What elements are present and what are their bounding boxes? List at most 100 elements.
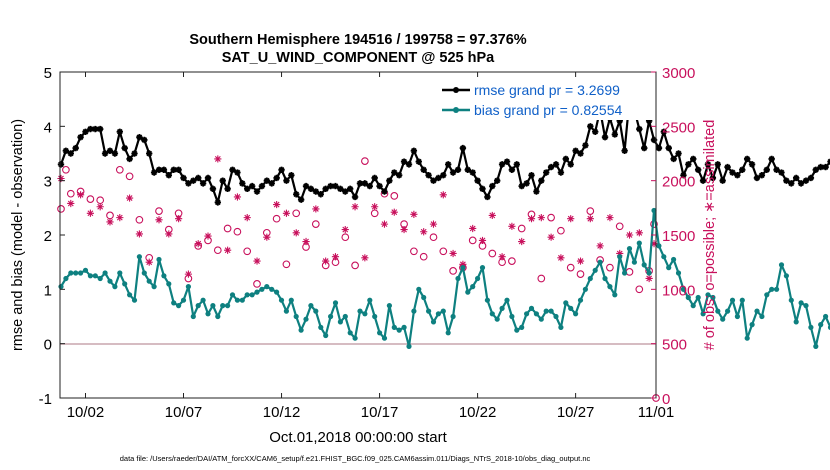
obs-possible-point: [311, 220, 320, 228]
rmse-point: [101, 150, 109, 157]
obs-assimilated-point: [116, 214, 124, 222]
bias-point: [308, 303, 314, 309]
obs-possible-point: [292, 209, 301, 218]
bias-point: [328, 313, 334, 320]
rmse-point: [572, 147, 579, 154]
x-tick-label: 10/27: [557, 404, 595, 421]
bias-point: [426, 308, 432, 314]
obs-assimilated-point: [650, 240, 658, 248]
bias-point: [136, 254, 142, 260]
obs-assimilated-point: [76, 191, 85, 199]
rmse-point: [778, 169, 785, 176]
bias-point: [553, 313, 559, 320]
rmse-point: [582, 142, 589, 149]
bias-point: [117, 270, 123, 276]
bias-point: [411, 308, 417, 314]
rmse-point: [72, 144, 79, 152]
bias-point: [190, 313, 196, 320]
bias-point: [156, 256, 162, 263]
bias-point: [278, 297, 285, 303]
y-tick-label-left: 4: [44, 119, 52, 136]
rmse-point: [543, 169, 550, 176]
obs-possible-point: [272, 214, 281, 223]
bias-point: [778, 262, 785, 268]
x-tick-label: 10/17: [361, 404, 399, 421]
rmse-point: [351, 193, 359, 201]
rmse-point: [665, 144, 672, 152]
obs-assimilated-point: [400, 225, 408, 234]
bias-point: [783, 273, 790, 279]
obs-assimilated-point: [57, 174, 65, 183]
rmse-point: [62, 147, 70, 154]
bias-point: [602, 275, 608, 282]
obs-assimilated-point: [459, 260, 467, 268]
rmse-point: [111, 150, 119, 157]
rmse-point: [263, 177, 271, 184]
bias-point: [92, 273, 98, 279]
bias-point: [479, 265, 486, 271]
rmse-point: [425, 172, 432, 179]
obs-assimilated-point: [567, 215, 575, 223]
obs-possible-point: [410, 247, 418, 256]
rmse-point: [714, 161, 721, 168]
rmse-point: [743, 155, 751, 163]
obs-assimilated-point: [410, 210, 418, 218]
obs-possible-point: [547, 213, 555, 222]
rmse-point: [812, 166, 819, 173]
obs-possible-point: [213, 246, 222, 255]
obs-assimilated-point: [282, 209, 291, 217]
bias-point: [533, 311, 540, 317]
y-tick-label-left: -1: [39, 391, 52, 408]
bias-point: [685, 294, 691, 301]
bias-point: [122, 281, 128, 287]
bias-point: [357, 308, 363, 314]
obs-assimilated-point: [243, 214, 251, 222]
rmse-point: [126, 155, 133, 163]
obs-possible-point: [86, 195, 95, 203]
rmse-point: [150, 169, 158, 176]
obs-possible-point: [557, 226, 565, 235]
rmse-point: [141, 136, 148, 144]
bias-point: [563, 300, 569, 306]
obs-possible-point: [615, 222, 624, 231]
obs-assimilated-point: [498, 253, 506, 261]
bias-point: [337, 319, 343, 325]
rmse-point: [297, 196, 305, 203]
rmse-point: [376, 182, 383, 190]
bias-point: [151, 284, 157, 290]
bias-point: [646, 270, 652, 276]
rmse-point: [503, 158, 511, 165]
bias-point: [489, 311, 495, 317]
bias-point: [475, 275, 481, 282]
bias-point: [573, 311, 579, 317]
rmse-point: [175, 166, 182, 173]
obs-assimilated-point: [429, 220, 438, 228]
rmse-point: [739, 166, 746, 173]
bias-point: [141, 270, 147, 276]
rmse-point: [293, 191, 300, 198]
rmse-point: [567, 161, 574, 168]
obs-assimilated-point: [508, 222, 516, 230]
rmse-point: [694, 166, 702, 173]
bias-point: [82, 267, 89, 273]
obs-assimilated-point: [175, 215, 183, 223]
bias-point: [283, 308, 289, 314]
y-tick-label-right: 2500: [662, 119, 695, 136]
rmse-point: [454, 166, 462, 173]
rmse-point: [601, 134, 609, 141]
obs-assimilated-point: [214, 155, 222, 163]
y-tick-label-right: 500: [662, 337, 687, 354]
bias-point: [298, 327, 304, 333]
obs-assimilated-point: [469, 224, 477, 233]
rmse-point: [464, 166, 471, 173]
bias-point: [244, 292, 250, 298]
obs-assimilated-point: [224, 246, 232, 254]
bias-point: [661, 254, 667, 260]
obs-possible-point: [576, 270, 585, 278]
bias-point: [460, 265, 466, 271]
rmse-point: [528, 172, 535, 179]
rmse-point: [229, 166, 236, 173]
bias-point: [78, 270, 84, 276]
obs-possible-point: [62, 165, 70, 174]
